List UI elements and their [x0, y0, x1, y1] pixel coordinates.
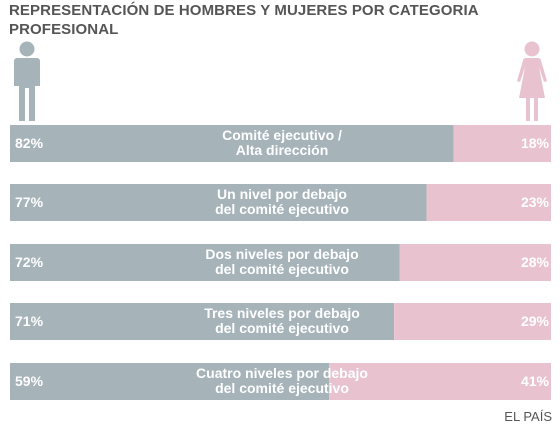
label-men-4: 59%: [15, 373, 44, 389]
bar-women-1: [426, 184, 551, 221]
category-label-3: Tres niveles por debajo del comité ejecut…: [204, 305, 360, 336]
category-label-4: Cuatro niveles por debajo del comité ejec…: [196, 365, 368, 396]
category-label-line: del comité ejecutivo: [215, 320, 349, 336]
label-women-2: 28%: [521, 254, 550, 270]
label-women-3: 29%: [521, 313, 550, 329]
bar-men-4: [10, 363, 330, 400]
category-label-0: Comité ejecutivo / Alta dirección: [222, 127, 342, 158]
man-icon: [14, 41, 40, 121]
source-credit: EL PAÍS: [504, 409, 552, 424]
category-label-line: Dos niveles por debajo: [205, 246, 358, 262]
category-label-line: Alta dirección: [236, 142, 329, 158]
label-men-0: 82%: [15, 135, 44, 151]
category-label-line: del comité ejecutivo: [215, 380, 349, 396]
label-men-1: 77%: [15, 194, 44, 210]
label-women-1: 23%: [521, 194, 550, 210]
label-women-0: 18%: [521, 135, 550, 151]
bar-women-4: [329, 363, 551, 400]
label-men-2: 72%: [15, 254, 44, 270]
chart-title: REPRESENTACIÓN DE HOMBRES Y MUJERES POR …: [9, 2, 479, 38]
bar-men-3: [10, 303, 395, 340]
category-label-1: Un nivel por debajo del comité ejecutivo: [215, 186, 349, 217]
bar-women-3: [394, 303, 551, 340]
category-label-line: Tres niveles por debajo: [204, 305, 360, 321]
bar-women-0: [453, 125, 551, 162]
category-label-line: Un nivel por debajo: [217, 186, 347, 202]
bar-men-2: [10, 244, 400, 281]
category-label-line: Comité ejecutivo /: [222, 127, 342, 143]
woman-icon: [517, 41, 547, 121]
label-men-3: 71%: [15, 313, 44, 329]
bar-women-2: [399, 244, 551, 281]
category-label-2: Dos niveles por debajo del comité ejecuti…: [205, 246, 358, 277]
category-label-line: Cuatro niveles por debajo: [196, 365, 368, 381]
label-women-4: 41%: [521, 373, 550, 389]
category-label-line: del comité ejecutivo: [215, 201, 349, 217]
bar-men-1: [10, 184, 427, 221]
category-label-line: del comité ejecutivo: [215, 261, 349, 277]
bar-men-0: [10, 125, 454, 162]
bars-group: 82% 18% Comité ejecutivo / Alta dirección 77…: [10, 125, 551, 400]
